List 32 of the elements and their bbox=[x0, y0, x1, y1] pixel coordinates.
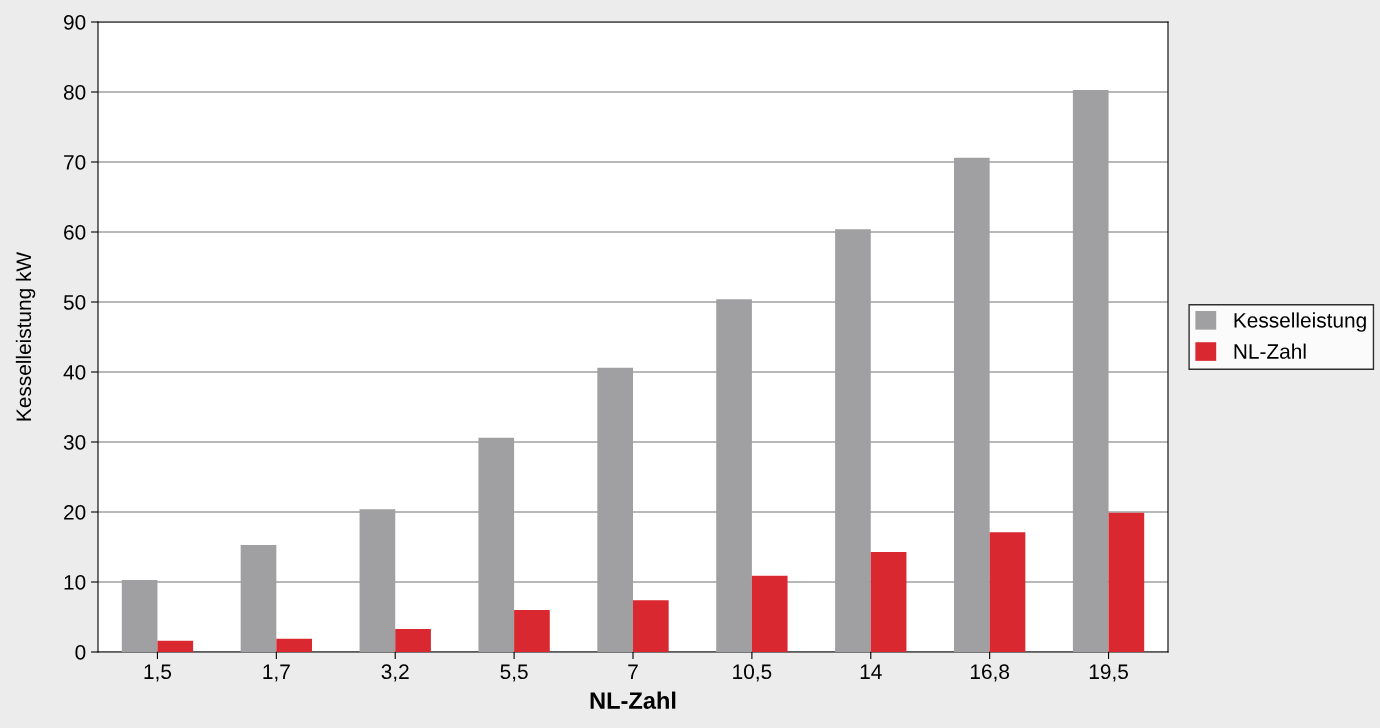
y-tick-label: 40 bbox=[63, 365, 86, 380]
x-axis-title: NL-Zahl bbox=[590, 691, 676, 709]
y-tick-label: 60 bbox=[64, 225, 86, 240]
y-tick-label: 80 bbox=[63, 85, 86, 100]
x-tick-label: 10,5 bbox=[733, 664, 772, 682]
bar bbox=[1108, 512, 1145, 652]
bar bbox=[395, 628, 431, 652]
y-tick-label: 0 bbox=[75, 645, 86, 660]
x-tick-label: 16,8 bbox=[970, 664, 1010, 682]
x-tick-label: 3,2 bbox=[381, 664, 409, 682]
x-tick-label: 14 bbox=[860, 664, 882, 679]
x-tick-label: 19,5 bbox=[1089, 664, 1128, 682]
bar bbox=[751, 575, 788, 652]
bar bbox=[870, 551, 907, 652]
x-tick-label: 1,5 bbox=[144, 664, 172, 682]
y-tick-label: 70 bbox=[64, 155, 86, 170]
y-tick-label: 90 bbox=[64, 15, 86, 30]
y-axis-title: Kesselleistung kW bbox=[15, 251, 36, 421]
bar bbox=[989, 532, 1026, 652]
x-tick-label: 5,5 bbox=[500, 664, 528, 682]
legend-label: NL-Zahl bbox=[1234, 343, 1306, 359]
bar bbox=[276, 638, 312, 652]
bar bbox=[633, 600, 669, 652]
bar bbox=[157, 640, 194, 652]
y-tick-label: 10 bbox=[64, 575, 86, 590]
x-tick-label: 7 bbox=[628, 664, 638, 679]
bar bbox=[514, 610, 550, 652]
legend-label: Kesselleistung bbox=[1234, 312, 1366, 332]
x-tick-label: 1,7 bbox=[263, 664, 290, 682]
y-tick-label: 50 bbox=[63, 295, 86, 310]
y-tick-label: 30 bbox=[63, 435, 86, 450]
y-tick-label: 20 bbox=[64, 505, 86, 520]
